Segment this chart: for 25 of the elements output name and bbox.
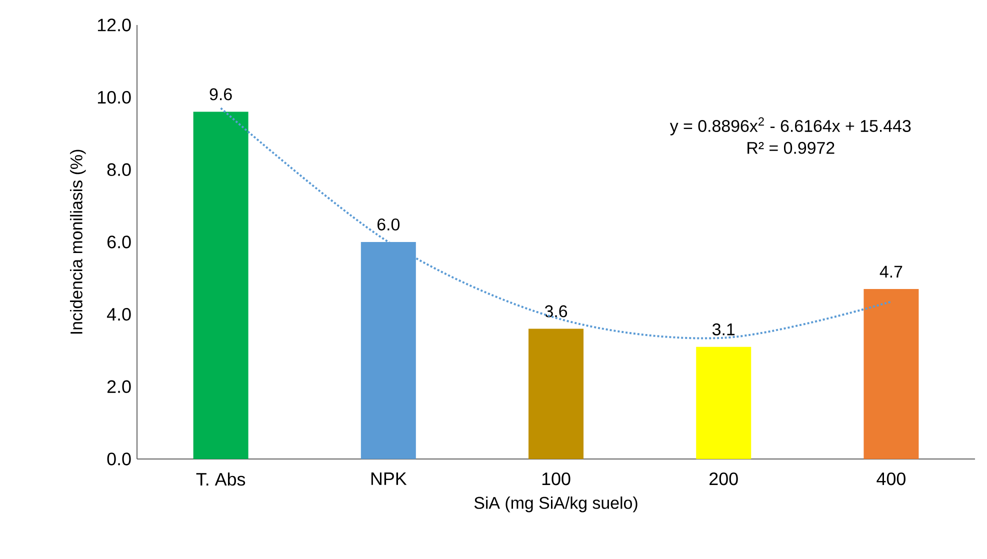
annotation: R² = 0.9972 (748, 142, 834, 154)
data-label: 9.6 (210, 88, 232, 100)
x-tick-label: 400 (876, 472, 906, 486)
data-label: 3.6 (544, 305, 568, 318)
data-label: 3.1 (712, 323, 735, 336)
bar (696, 346, 752, 459)
x-tick-label: 100 (542, 472, 570, 486)
y-tick-label: 6.0 (107, 236, 131, 248)
data-label: 6.0 (378, 218, 400, 230)
y-tick-label: 10.0 (98, 90, 131, 104)
x-axis-title: SiA (mg SiA/kg suelo) (474, 496, 638, 512)
bar (864, 289, 919, 459)
y-tick-label: 0.0 (107, 452, 131, 466)
y-axis-title: Incidencia moniliasis (%) (70, 150, 86, 334)
bar (528, 328, 584, 459)
x-tick-label: NPK (371, 472, 407, 485)
y-tick-label: 8.0 (107, 163, 131, 176)
y-tick-label: 12.0 (98, 18, 131, 32)
data-label: 4.7 (880, 266, 902, 278)
annotation: y = 0.8896x$^{2}$ - 6.6164x + 15.443 (670, 117, 911, 136)
y-tick-label: 4.0 (106, 308, 131, 321)
x-tick-label: 200 (710, 472, 738, 486)
bar (193, 112, 248, 459)
x-tick-label: T. Abs (196, 472, 246, 486)
y-tick-label: 2.0 (107, 380, 131, 393)
